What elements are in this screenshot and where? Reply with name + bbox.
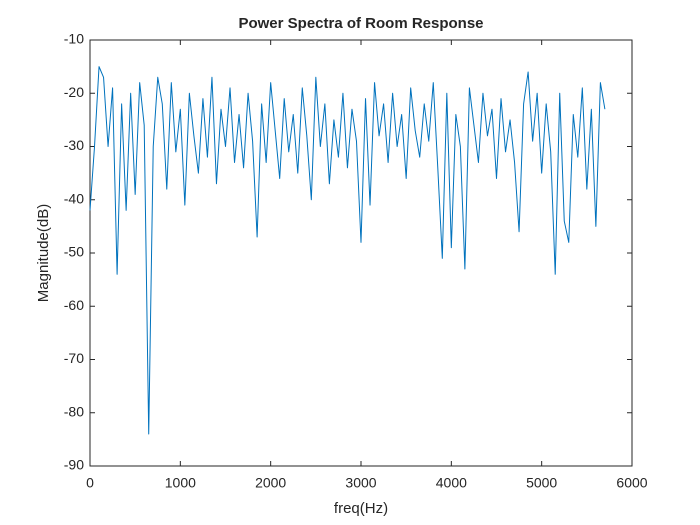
y-tick-label: -50 (64, 244, 84, 260)
x-tick-label: 4000 (436, 475, 467, 491)
y-axis-label: Magnitude(dB) (35, 204, 52, 302)
x-tick-label: 6000 (616, 475, 647, 491)
plot-box (89, 39, 633, 467)
y-tick-label: -40 (64, 190, 84, 206)
y-tick-label: -10 (64, 31, 84, 47)
y-tick-label: -90 (64, 457, 84, 473)
chart-title: Power Spectra of Room Response (238, 15, 483, 32)
y-tick-label: -70 (64, 350, 84, 366)
y-tick-label: -20 (64, 84, 84, 100)
x-axis-label: freq(Hz) (334, 500, 388, 517)
x-tick-label: 5000 (526, 475, 557, 491)
x-tick-label: 3000 (345, 475, 376, 491)
y-tick-label: -60 (64, 297, 84, 313)
y-tick-label: -30 (64, 137, 84, 153)
data-line (89, 66, 606, 435)
y-tick-label: -80 (64, 403, 84, 419)
x-tick-label: 1000 (165, 475, 196, 491)
x-tick-label: 0 (86, 475, 94, 491)
x-tick-label: 2000 (255, 475, 286, 491)
